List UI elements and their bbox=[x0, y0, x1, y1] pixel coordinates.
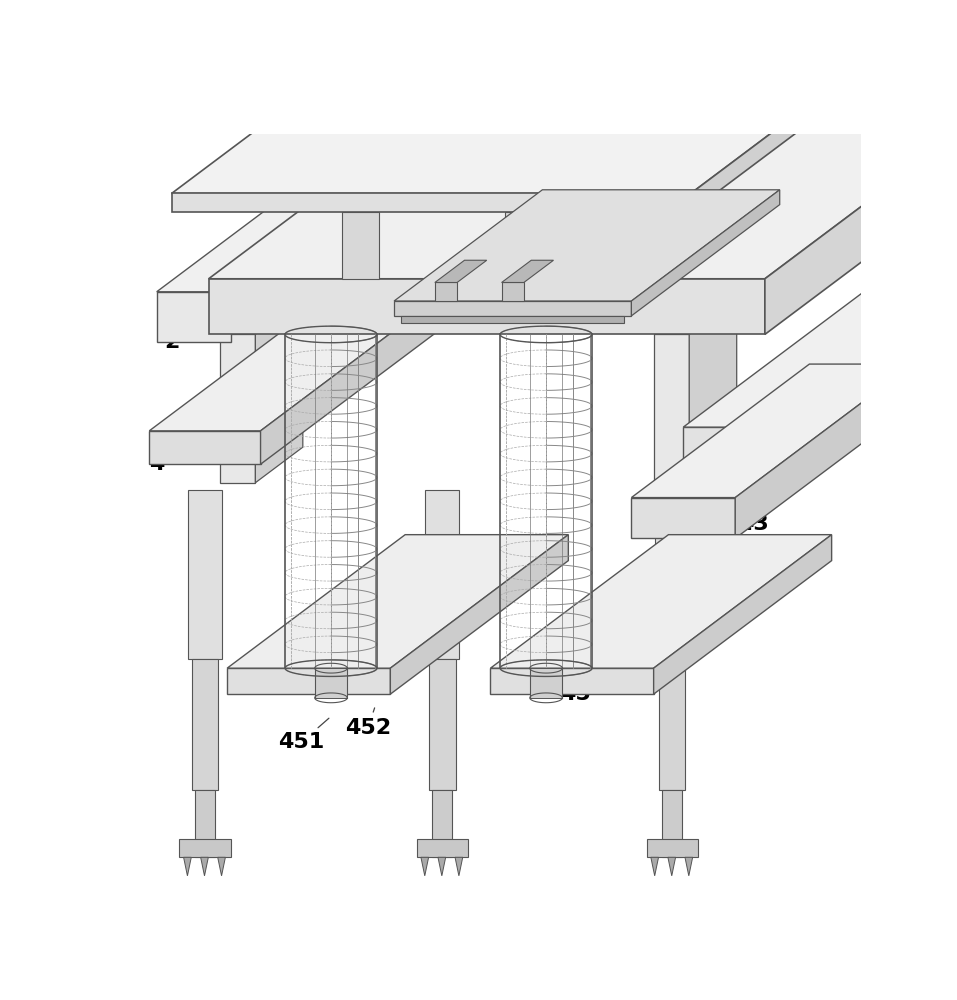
Text: 2: 2 bbox=[164, 324, 235, 352]
Polygon shape bbox=[654, 334, 689, 483]
Polygon shape bbox=[457, 156, 493, 305]
Polygon shape bbox=[343, 168, 438, 212]
Polygon shape bbox=[685, 857, 693, 876]
Polygon shape bbox=[191, 659, 218, 790]
Polygon shape bbox=[394, 190, 780, 301]
Polygon shape bbox=[891, 156, 926, 305]
Polygon shape bbox=[425, 490, 459, 659]
Text: 1: 1 bbox=[740, 172, 780, 265]
Polygon shape bbox=[900, 790, 920, 857]
Polygon shape bbox=[416, 839, 468, 857]
Polygon shape bbox=[926, 121, 957, 305]
Polygon shape bbox=[765, 101, 957, 334]
Polygon shape bbox=[256, 299, 302, 483]
Polygon shape bbox=[315, 668, 347, 698]
Polygon shape bbox=[394, 301, 632, 316]
Polygon shape bbox=[227, 535, 568, 668]
Polygon shape bbox=[632, 364, 913, 498]
Polygon shape bbox=[227, 668, 390, 694]
Polygon shape bbox=[491, 535, 832, 668]
Polygon shape bbox=[735, 364, 913, 538]
Polygon shape bbox=[438, 857, 446, 876]
Polygon shape bbox=[188, 490, 222, 659]
Polygon shape bbox=[505, 168, 602, 212]
Polygon shape bbox=[658, 659, 685, 790]
Polygon shape bbox=[157, 292, 231, 342]
Polygon shape bbox=[194, 790, 215, 857]
Polygon shape bbox=[402, 316, 624, 323]
Polygon shape bbox=[343, 212, 379, 279]
Polygon shape bbox=[260, 297, 438, 464]
Polygon shape bbox=[888, 857, 896, 876]
Polygon shape bbox=[171, 193, 691, 212]
Polygon shape bbox=[209, 279, 765, 334]
Polygon shape bbox=[184, 857, 191, 876]
Polygon shape bbox=[647, 839, 698, 857]
Polygon shape bbox=[632, 498, 735, 538]
Text: 33: 33 bbox=[326, 150, 363, 195]
Polygon shape bbox=[429, 659, 456, 790]
Polygon shape bbox=[217, 857, 226, 876]
Polygon shape bbox=[893, 490, 926, 659]
Polygon shape bbox=[683, 294, 957, 427]
Polygon shape bbox=[220, 334, 256, 483]
Text: 451: 451 bbox=[278, 718, 329, 752]
Polygon shape bbox=[505, 212, 543, 279]
Polygon shape bbox=[691, 15, 928, 212]
Polygon shape bbox=[491, 668, 654, 694]
Polygon shape bbox=[455, 857, 463, 876]
Polygon shape bbox=[884, 839, 935, 857]
Polygon shape bbox=[179, 839, 231, 857]
Polygon shape bbox=[656, 490, 689, 659]
Polygon shape bbox=[689, 299, 737, 483]
Polygon shape bbox=[654, 535, 832, 694]
Polygon shape bbox=[434, 282, 457, 301]
Polygon shape bbox=[149, 431, 260, 464]
Text: 45: 45 bbox=[557, 679, 591, 704]
Polygon shape bbox=[157, 203, 349, 292]
Polygon shape bbox=[434, 260, 487, 282]
Text: 452: 452 bbox=[345, 708, 391, 738]
Polygon shape bbox=[668, 857, 676, 876]
Polygon shape bbox=[632, 190, 780, 316]
Polygon shape bbox=[501, 282, 523, 301]
Text: 31: 31 bbox=[567, 172, 647, 280]
Polygon shape bbox=[220, 409, 250, 431]
Polygon shape bbox=[923, 857, 930, 876]
Text: 3: 3 bbox=[478, 143, 535, 177]
Polygon shape bbox=[905, 857, 913, 876]
Text: 41: 41 bbox=[746, 462, 788, 482]
Polygon shape bbox=[683, 427, 810, 479]
Polygon shape bbox=[171, 15, 928, 193]
Polygon shape bbox=[201, 857, 209, 876]
Text: 44: 44 bbox=[730, 536, 769, 556]
Polygon shape bbox=[149, 297, 438, 431]
Polygon shape bbox=[662, 790, 682, 857]
Polygon shape bbox=[651, 857, 658, 876]
Polygon shape bbox=[530, 668, 563, 698]
Text: 4: 4 bbox=[149, 450, 191, 474]
Polygon shape bbox=[810, 294, 957, 479]
Polygon shape bbox=[896, 659, 923, 790]
Polygon shape bbox=[390, 535, 568, 694]
Polygon shape bbox=[432, 790, 453, 857]
Text: 43: 43 bbox=[730, 514, 769, 534]
Polygon shape bbox=[493, 121, 540, 305]
Polygon shape bbox=[501, 260, 553, 282]
Polygon shape bbox=[421, 857, 429, 876]
Polygon shape bbox=[209, 101, 957, 279]
